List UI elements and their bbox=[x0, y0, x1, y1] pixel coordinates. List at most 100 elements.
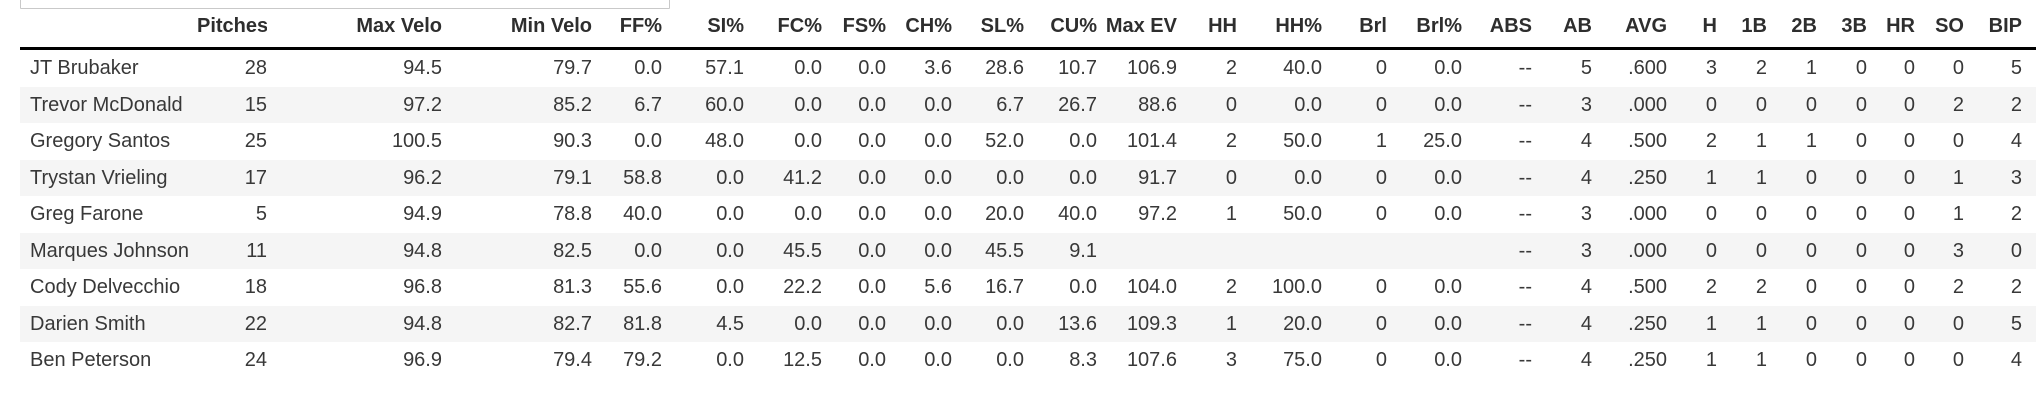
header-cell[interactable]: HR bbox=[1867, 13, 1915, 50]
stat-cell: 18 bbox=[244, 276, 267, 298]
stat-cell: 0 bbox=[1855, 239, 1867, 262]
stat-cell: 0.0 bbox=[858, 312, 886, 335]
stat-cell: 0.0 bbox=[1434, 93, 1462, 116]
header-cell[interactable]: FF% bbox=[592, 13, 662, 50]
header-cell[interactable]: HH bbox=[1177, 13, 1237, 50]
stat-cell: 8.3 bbox=[1069, 349, 1097, 371]
stat-cell: 0 bbox=[1375, 203, 1387, 225]
stat-cell: 5.6 bbox=[924, 276, 952, 298]
stat-cell: 0.0 bbox=[1434, 312, 1462, 335]
header-cell[interactable]: 2B bbox=[1767, 13, 1817, 50]
stat-cell: 85.2 bbox=[553, 93, 592, 116]
header-cell[interactable]: HH% bbox=[1237, 13, 1322, 50]
stat-cell: 91.7 bbox=[1138, 166, 1177, 189]
stat-cell: 45.5 bbox=[783, 239, 822, 262]
stat-cell: 97.2 bbox=[403, 93, 442, 116]
stat-cell: 3 bbox=[1580, 239, 1592, 262]
stat-cell: -- bbox=[1518, 276, 1532, 298]
stat-cell: -- bbox=[1518, 239, 1532, 262]
header-cell-player[interactable] bbox=[20, 13, 197, 50]
stat-cell: 94.8 bbox=[403, 239, 442, 262]
stat-cell: 0 bbox=[1705, 203, 1717, 225]
stat-cell: 0 bbox=[1375, 57, 1387, 79]
stat-cell: 97.2 bbox=[1138, 203, 1177, 225]
stat-cell: .250 bbox=[1628, 166, 1667, 189]
stat-cell: 0.0 bbox=[1069, 276, 1097, 298]
stat-cell: 45.5 bbox=[985, 239, 1024, 262]
header-cell[interactable]: SL% bbox=[952, 13, 1024, 50]
stat-cell: 58.8 bbox=[623, 166, 662, 189]
stat-cell: -- bbox=[1518, 57, 1532, 79]
header-cell[interactable]: H bbox=[1667, 13, 1717, 50]
stat-cell: 0.0 bbox=[716, 203, 744, 225]
stat-cell: 13.6 bbox=[1058, 312, 1097, 335]
header-cell[interactable]: AVG bbox=[1592, 13, 1667, 50]
stat-cell: 2 bbox=[1225, 57, 1237, 79]
header-cell[interactable]: FC% bbox=[744, 13, 822, 50]
stat-cell: 52.0 bbox=[985, 130, 1024, 152]
stat-cell: 0 bbox=[1855, 203, 1867, 225]
header-cell[interactable]: CU% bbox=[1024, 13, 1097, 50]
pitching-stats-table-wrap: Pitches Max Velo Min Velo FF% SI% FC% FS% CH% SL… bbox=[20, 13, 2036, 379]
header-cell[interactable]: ABS bbox=[1462, 13, 1532, 50]
stat-cell: 1 bbox=[1952, 203, 1964, 225]
stat-cell: .000 bbox=[1628, 93, 1667, 116]
stat-cell: -- bbox=[1518, 93, 1532, 116]
stat-cell: 0.0 bbox=[1294, 93, 1322, 116]
stat-cell: 81.8 bbox=[623, 312, 662, 335]
stat-cell: 22 bbox=[244, 312, 267, 335]
stat-cell: .000 bbox=[1628, 203, 1667, 225]
stat-cell: 0.0 bbox=[1434, 166, 1462, 189]
stat-cell: 0.0 bbox=[794, 57, 822, 79]
stat-cell: 0.0 bbox=[996, 312, 1024, 335]
stat-cell: 1 bbox=[1755, 312, 1767, 335]
header-cell[interactable]: Max Velo bbox=[267, 13, 442, 50]
stat-cell: 109.3 bbox=[1126, 312, 1177, 335]
filter-input[interactable] bbox=[20, 0, 670, 9]
stat-cell: 50.0 bbox=[1283, 203, 1322, 225]
stat-cell: 75.0 bbox=[1283, 349, 1322, 371]
stat-cell: 0.0 bbox=[924, 349, 952, 371]
stat-cell: 0 bbox=[1903, 93, 1915, 116]
stat-cell: 0 bbox=[1375, 312, 1387, 335]
stat-cell: 0 bbox=[1903, 239, 1915, 262]
header-cell[interactable]: SI% bbox=[662, 13, 744, 50]
stat-cell: 0.0 bbox=[1434, 276, 1462, 298]
header-cell[interactable]: BIP bbox=[1964, 13, 2036, 50]
header-cell[interactable]: SO bbox=[1915, 13, 1964, 50]
stat-cell: 0.0 bbox=[634, 239, 662, 262]
stat-cell: 26.7 bbox=[1058, 93, 1097, 116]
stat-cell: 4 bbox=[1580, 130, 1592, 152]
stat-cell: 0.0 bbox=[858, 166, 886, 189]
stat-cell: -- bbox=[1518, 130, 1532, 152]
stat-cell: 3 bbox=[1225, 349, 1237, 371]
header-cell[interactable]: 3B bbox=[1817, 13, 1867, 50]
header-cell[interactable]: FS% bbox=[822, 13, 886, 50]
stat-cell: 100.0 bbox=[1271, 276, 1322, 298]
stat-cell: 1 bbox=[1705, 312, 1717, 335]
stat-cell: 2 bbox=[1755, 57, 1767, 79]
header-cell[interactable]: Min Velo bbox=[442, 13, 592, 50]
stat-cell: 0 bbox=[1805, 166, 1817, 189]
stat-cell: 3 bbox=[1952, 239, 1964, 262]
stat-cell: 0.0 bbox=[794, 312, 822, 335]
stat-cell: 96.8 bbox=[403, 276, 442, 298]
table-row: Marques Johnson 11 94.8 82.5 0.0 0.0 45.5 0.0 0.… bbox=[20, 232, 2036, 269]
header-cell[interactable]: AB bbox=[1532, 13, 1592, 50]
header-cell[interactable]: Brl bbox=[1322, 13, 1387, 50]
stat-cell: 5 bbox=[2010, 312, 2022, 335]
stat-cell: 96.9 bbox=[403, 349, 442, 371]
stat-cell: 12.5 bbox=[783, 349, 822, 371]
header-cell[interactable]: Max EV bbox=[1097, 13, 1177, 50]
stat-cell: 0.0 bbox=[1069, 166, 1097, 189]
stat-cell: -- bbox=[1518, 166, 1532, 189]
stat-cell: 0 bbox=[1903, 203, 1915, 225]
stat-cell: 28 bbox=[244, 57, 267, 79]
header-cell[interactable]: 1B bbox=[1717, 13, 1767, 50]
header-cell[interactable]: Pitches bbox=[197, 13, 267, 50]
stat-cell: .250 bbox=[1628, 349, 1667, 371]
header-cell[interactable]: CH% bbox=[886, 13, 952, 50]
stat-cell: 0 bbox=[1855, 312, 1867, 335]
header-cell[interactable]: Brl% bbox=[1387, 13, 1462, 50]
table-row: JT Brubaker 28 94.5 79.7 0.0 57.1 0.0 0.0 3.6 28.… bbox=[20, 49, 2036, 87]
